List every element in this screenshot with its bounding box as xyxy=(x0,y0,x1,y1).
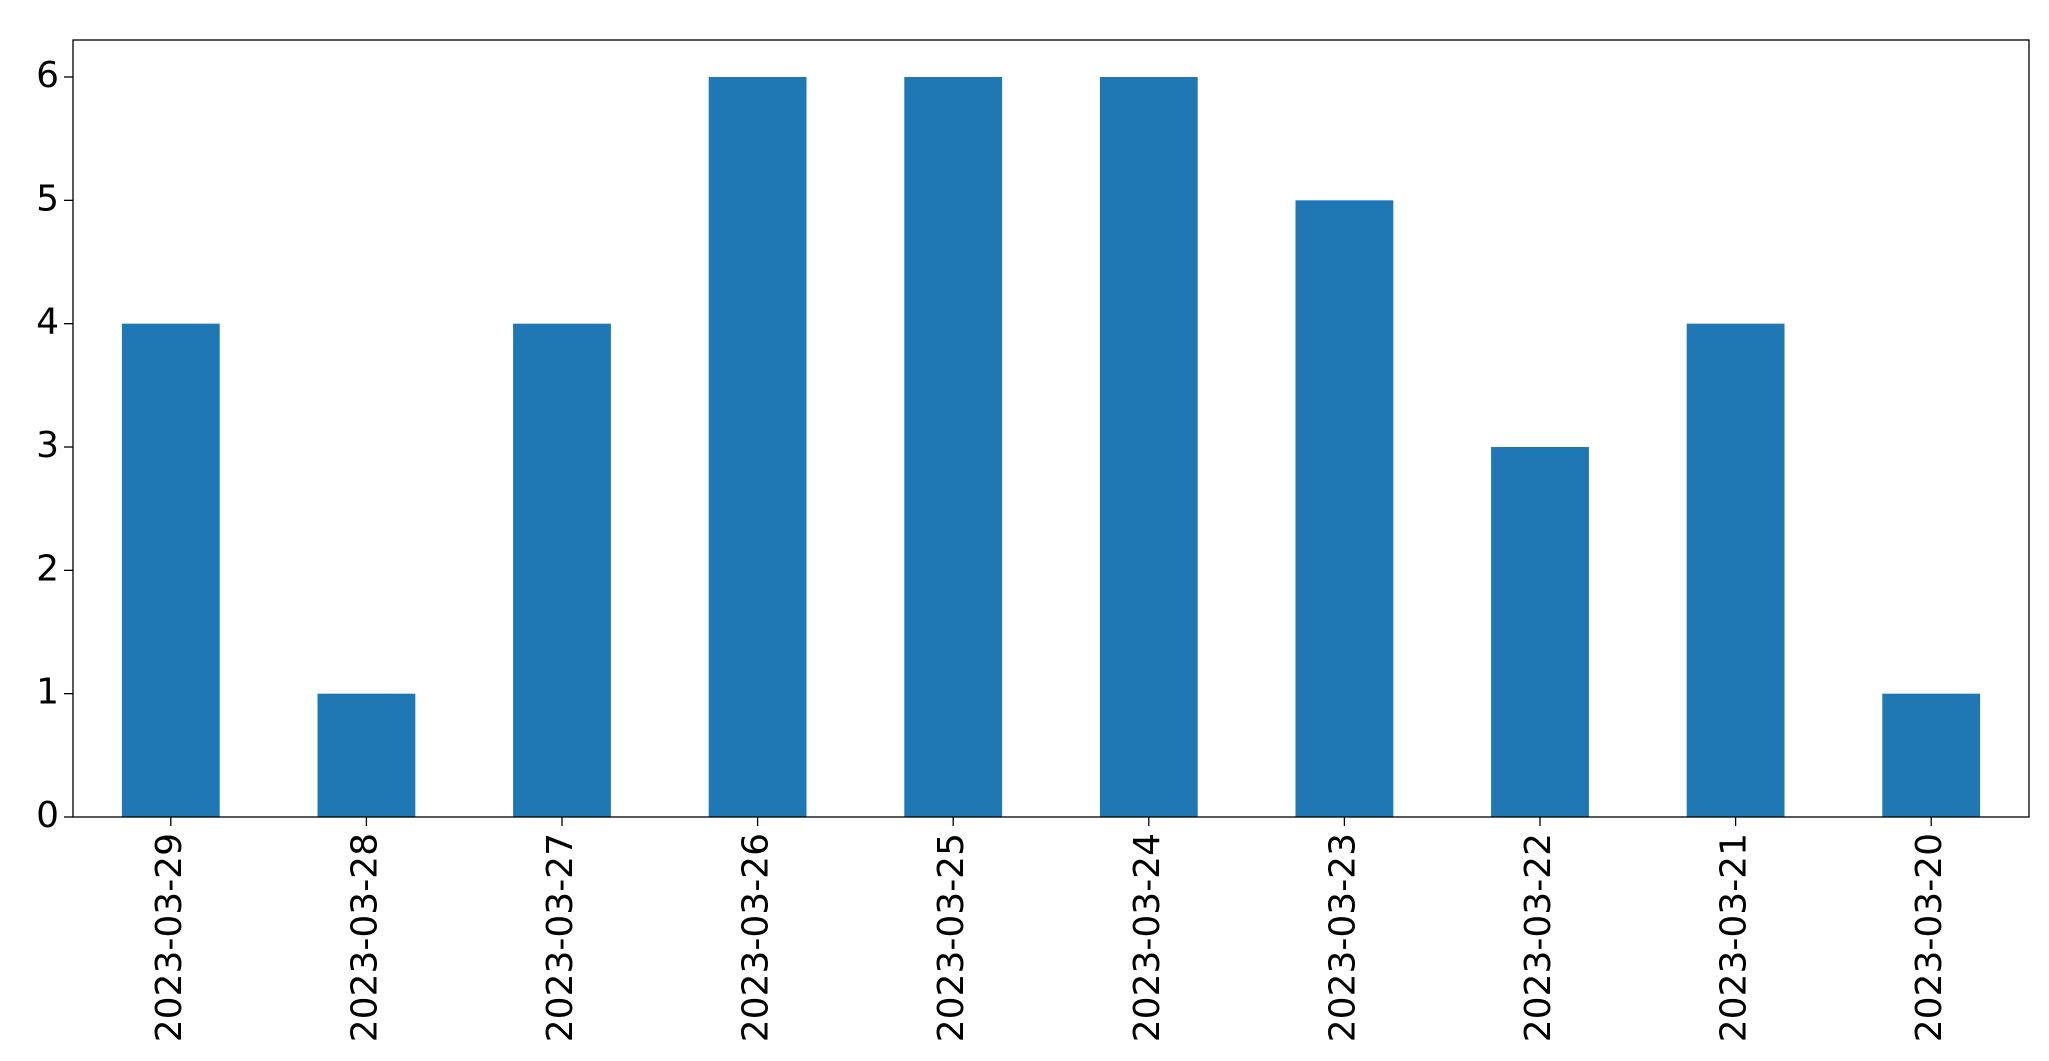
y-tick-label: 0 xyxy=(36,795,59,836)
bar xyxy=(513,323,611,817)
x-tick-label: 2023-03-29 xyxy=(149,833,190,1042)
x-tick-label: 2023-03-27 xyxy=(540,833,581,1042)
x-tick-label: 2023-03-23 xyxy=(1322,833,1363,1042)
x-tick-label: 2023-03-25 xyxy=(931,833,972,1042)
x-tick-label: 2023-03-24 xyxy=(1127,833,1168,1042)
x-tick-label: 2023-03-26 xyxy=(736,833,777,1042)
bar xyxy=(1491,447,1589,817)
y-tick-label: 1 xyxy=(36,672,59,713)
bar xyxy=(317,693,416,817)
x-tick-label: 2023-03-28 xyxy=(344,833,385,1042)
x-tick-label: 2023-03-20 xyxy=(1909,833,1950,1042)
y-tick-label: 2 xyxy=(36,548,59,589)
x-tick-label: 2023-03-22 xyxy=(1518,833,1559,1042)
y-tick-label: 3 xyxy=(36,425,59,466)
bar xyxy=(708,77,807,817)
bar xyxy=(1295,200,1394,818)
bar xyxy=(121,323,220,817)
bar xyxy=(904,77,1003,817)
plot-frame xyxy=(72,39,2030,818)
bar xyxy=(1686,323,1785,817)
bar xyxy=(1882,693,1981,817)
y-tick-label: 5 xyxy=(36,178,59,219)
y-tick-label: 4 xyxy=(36,302,59,343)
y-tick-label: 6 xyxy=(36,55,59,96)
bar xyxy=(1099,77,1198,817)
x-tick-label: 2023-03-21 xyxy=(1714,833,1755,1042)
